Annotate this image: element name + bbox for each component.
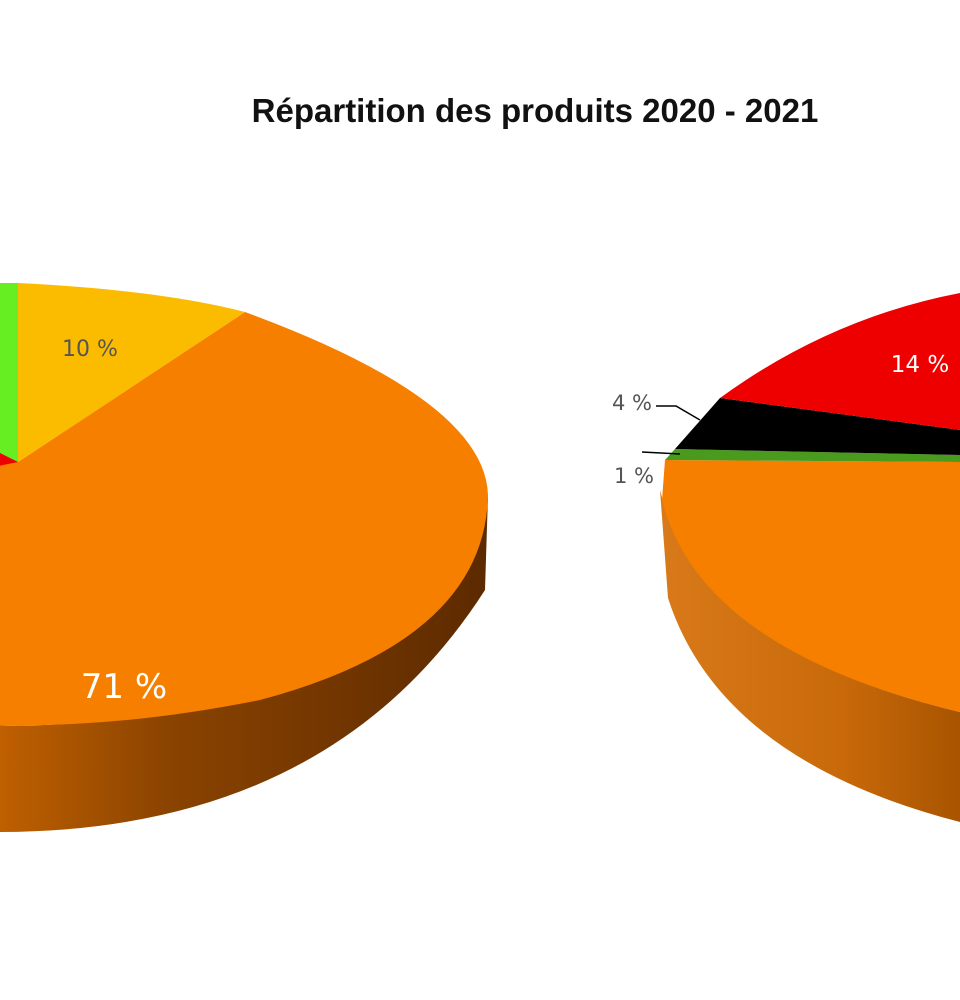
pie-left-label-yellow: 10 %: [62, 337, 118, 362]
pie-right-leader-black: [656, 405, 701, 421]
chart-title: Répartition des produits 2020 - 2021: [251, 92, 819, 129]
pie-right-slice-green: [665, 449, 960, 462]
pie-left-side: [0, 495, 488, 832]
pie-right-slice-red: [720, 293, 960, 430]
pie-right-label-green: 1 %: [614, 464, 654, 488]
pie-right-label-black: 4 %: [612, 391, 652, 415]
pie-right-leader-green: [641, 451, 681, 455]
pie-left-label-orange: 71 %: [81, 667, 167, 707]
pie-right-label-red: 14 %: [891, 352, 949, 378]
pie-right-slice-black: [675, 398, 960, 455]
pie-left-slice-orange: [0, 312, 488, 726]
pie-left-slice-green: [0, 283, 18, 462]
pie-left-slice-red: [0, 453, 18, 466]
pie-right-side: [660, 490, 960, 822]
pie-left: 10 % 71 %: [0, 283, 488, 832]
pie-left-slice-yellow: [18, 283, 245, 462]
pie-right-slice-orange: [662, 460, 960, 712]
pie-right: 14 % 4 % 1 %: [612, 293, 960, 822]
